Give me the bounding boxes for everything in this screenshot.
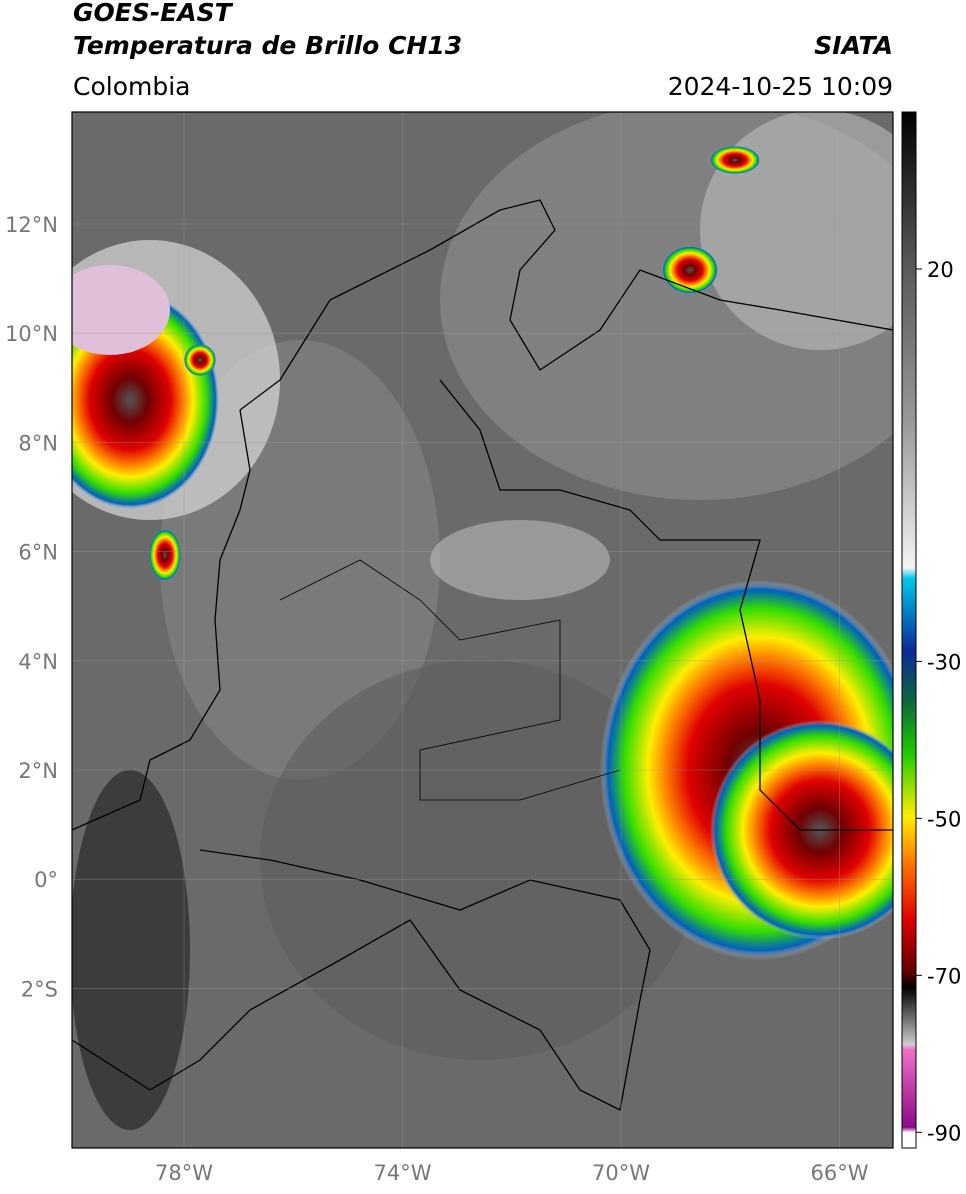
source: SIATA bbox=[814, 31, 893, 60]
map-frame bbox=[71, 111, 894, 1149]
satellite: GOES-EAST bbox=[73, 0, 234, 27]
lon-label: 70°W bbox=[592, 1161, 650, 1185]
datetime: 2024-10-25 10:09 bbox=[668, 72, 893, 101]
colorbar-label: -30 bbox=[927, 650, 961, 674]
lon-label: 66°W bbox=[811, 1161, 869, 1185]
product: Temperatura de Brillo CH13 bbox=[73, 31, 462, 60]
lon-label: 78°W bbox=[155, 1161, 213, 1185]
lat-label: 12°N bbox=[5, 213, 58, 237]
region: Colombia bbox=[73, 72, 190, 101]
colorbar bbox=[901, 111, 917, 1149]
colorbar-label: 20 bbox=[927, 258, 954, 282]
lon-label: 74°W bbox=[374, 1161, 432, 1185]
lat-label: 0° bbox=[34, 868, 58, 892]
lat-label: 6°N bbox=[18, 541, 58, 565]
colorbar-label: -90 bbox=[927, 1121, 961, 1145]
colorbar-label: -70 bbox=[927, 964, 961, 988]
colorbar-label: -50 bbox=[927, 807, 961, 831]
lat-label: 2°N bbox=[18, 759, 58, 783]
graticule bbox=[72, 112, 893, 1148]
lat-label: 4°N bbox=[18, 650, 58, 674]
lat-label: 10°N bbox=[5, 322, 58, 346]
lat-label: 2°S bbox=[21, 977, 58, 1001]
satellite-image bbox=[72, 112, 893, 1148]
lat-label: 8°N bbox=[18, 431, 58, 455]
